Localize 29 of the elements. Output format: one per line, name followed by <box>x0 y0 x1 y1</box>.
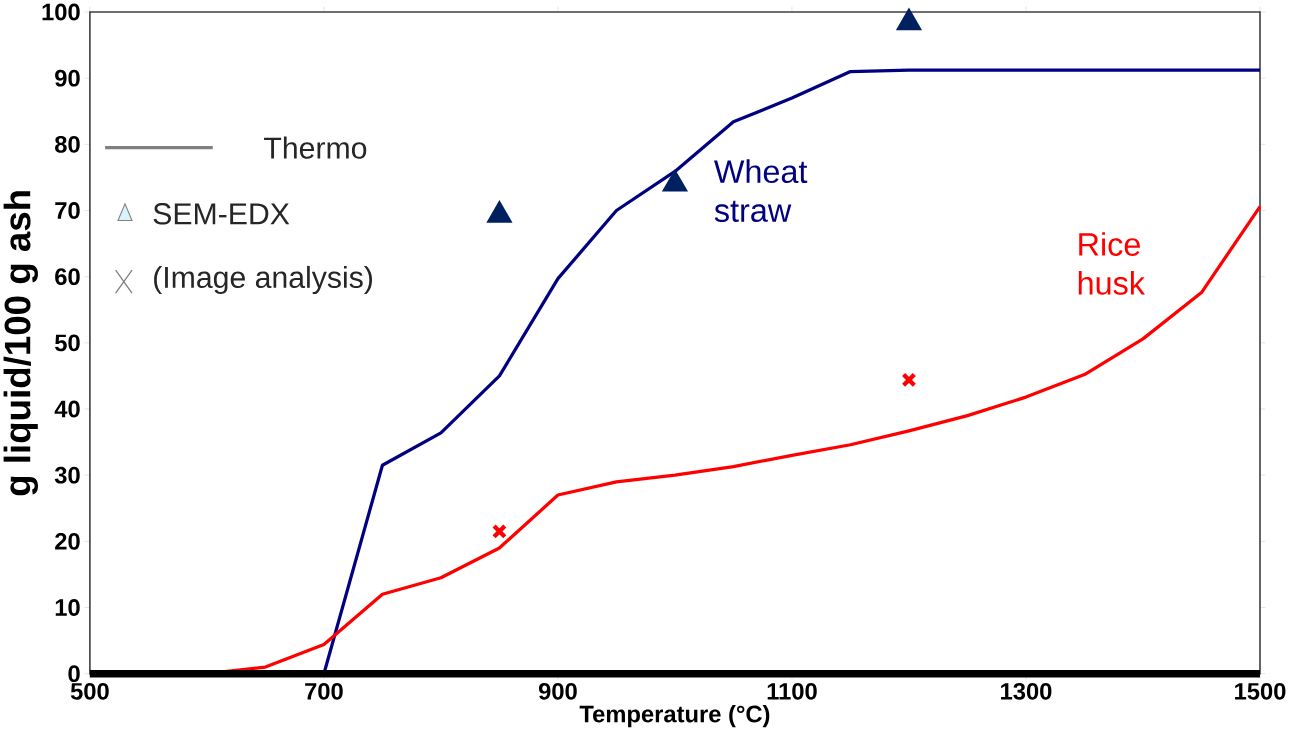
y-tick-label: 50 <box>54 334 80 352</box>
annotation: (Image analysis) <box>154 266 373 295</box>
y-tick-label: 30 <box>54 466 80 484</box>
x-tick-label: 500 <box>70 683 109 700</box>
x-tick-label: 1500 <box>1235 683 1286 700</box>
point <box>487 202 511 223</box>
y-tick-label: 90 <box>55 69 80 87</box>
point <box>663 171 687 192</box>
y-tick-label: 80 <box>55 136 80 153</box>
x-axis-title: Temperature (°C) <box>579 705 770 728</box>
point <box>896 7 922 31</box>
x-tick-label: 700 <box>305 683 343 700</box>
series-label: Wheat straw <box>714 159 808 223</box>
y-tick-label: 20 <box>55 533 80 550</box>
y-tick-label: 70 <box>55 202 80 220</box>
x-tick-label: 1300 <box>1001 683 1052 700</box>
annotation: Thermo <box>264 136 367 159</box>
y-tick-label: 0 <box>68 665 80 683</box>
y-tick-label: 100 <box>42 3 80 21</box>
y-tick-label: 10 <box>55 599 80 617</box>
y-axis-title: g liquid/100 g ash <box>3 191 38 496</box>
series-label: Rice husk <box>1078 232 1146 295</box>
annotation: SEM-EDX <box>153 203 290 225</box>
point <box>901 372 917 388</box>
y-tick-label: 60 <box>55 268 80 286</box>
y-tick-label: 40 <box>54 400 80 418</box>
x-tick-label: 900 <box>538 683 577 700</box>
x-tick-label: 1100 <box>767 683 817 700</box>
point <box>491 524 507 540</box>
